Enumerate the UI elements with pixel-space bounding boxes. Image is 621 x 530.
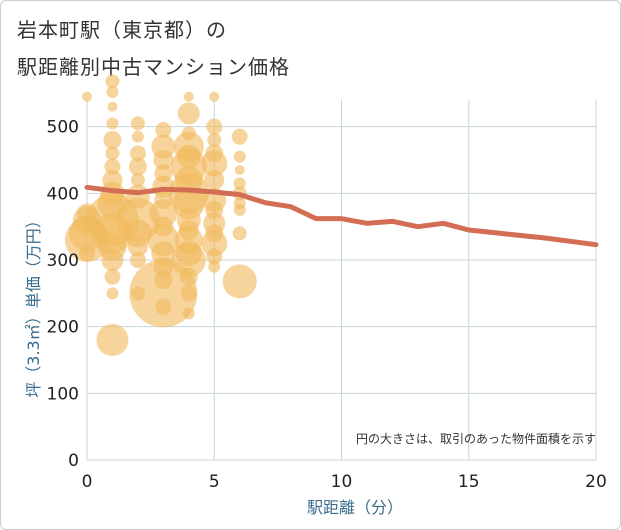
- bubble-point-19: [101, 249, 124, 271]
- trend-line: [84, 184, 599, 248]
- bubble-point-9: [106, 117, 119, 130]
- x-tick-label-5: 5: [209, 472, 220, 492]
- bubble-point-34: [155, 122, 172, 138]
- bubble-point-81: [233, 177, 246, 190]
- bubble-point-32: [129, 252, 146, 268]
- bubble-point-64: [182, 307, 195, 320]
- bubble-point-84: [233, 204, 246, 216]
- x-axis-title: 駅距離（分）: [307, 498, 403, 517]
- bubble-point-65: [209, 91, 220, 102]
- bubble-layer: [65, 74, 257, 356]
- bubble-point-22: [96, 324, 129, 356]
- bubble-point-77: [208, 260, 221, 273]
- bubble-point-85: [232, 226, 247, 241]
- bubble-point-63: [180, 285, 197, 302]
- chart-title-line-2: 駅距離別中古マンション価格: [17, 55, 290, 79]
- y-axis-title: 坪（3.3㎡）単価（万円）: [24, 212, 43, 397]
- x-tick-label-10: 10: [331, 472, 353, 492]
- bubble-point-11: [105, 146, 120, 161]
- bubble-point-0: [82, 91, 92, 102]
- bubble-point-23: [130, 116, 145, 131]
- bubble-point-61: [171, 243, 206, 277]
- bubble-point-78: [231, 128, 248, 145]
- bubble-point-48: [183, 91, 194, 102]
- bubble-point-47: [155, 298, 172, 315]
- bubble-point-70: [204, 170, 225, 190]
- y-tick-label-500: 500: [47, 118, 79, 138]
- bubble-point-31: [127, 236, 148, 257]
- size-note: 円の大きさは、取引のあった物件面積を示す: [356, 431, 596, 446]
- bubble-point-36: [153, 150, 174, 170]
- bubble-point-69: [201, 150, 228, 177]
- bubble-point-76: [206, 248, 223, 265]
- bubble-point-80: [234, 165, 245, 175]
- bubble-point-20: [104, 268, 121, 285]
- x-tick-label-0: 0: [82, 472, 93, 492]
- x-tick-label-15: 15: [458, 472, 480, 492]
- chart-title-line-1: 岩本町駅（東京都）の: [17, 18, 227, 42]
- bubble-point-27: [130, 173, 145, 187]
- y-tick-label-400: 400: [47, 184, 79, 204]
- bubble-point-75: [201, 230, 228, 257]
- x-tick-label-20: 20: [585, 472, 607, 492]
- bubble-point-8: [107, 101, 118, 112]
- bubble-point-6: [105, 74, 120, 89]
- y-tick-label-0: 0: [68, 451, 79, 471]
- bubble-point-24: [131, 130, 144, 143]
- bubble-point-10: [103, 131, 122, 149]
- bubble-point-21: [106, 287, 119, 300]
- y-tick-label-300: 300: [47, 251, 79, 271]
- bubble-point-67: [207, 133, 222, 147]
- bubble-point-25: [129, 145, 146, 162]
- bubble-point-79: [233, 150, 246, 163]
- bubble-point-7: [106, 86, 119, 98]
- bubble-point-12: [104, 158, 121, 175]
- y-tick-label-100: 100: [47, 384, 79, 404]
- bubble-point-66: [206, 118, 223, 135]
- grid-lines: [86, 100, 597, 461]
- bubble-point-49: [177, 102, 200, 125]
- bubble-point-62: [179, 267, 198, 286]
- bubble-point-86: [222, 264, 257, 299]
- y-tick-label-200: 200: [47, 318, 79, 338]
- bubble-point-26: [128, 157, 147, 176]
